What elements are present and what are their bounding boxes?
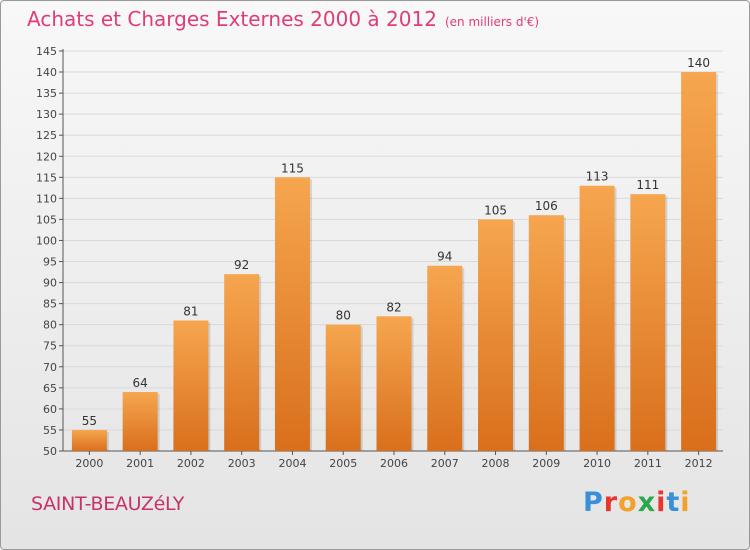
bar [325,324,361,451]
bar [630,194,666,451]
logo-letter: t [666,487,681,518]
x-tick-label: 2004 [278,457,306,470]
bar-value-label: 81 [183,304,198,318]
x-tick-label: 2010 [583,457,611,470]
y-tick-label: 115 [36,171,57,184]
y-tick-label: 90 [43,277,57,290]
x-tick-label: 2012 [685,457,713,470]
logo-letter: i [656,487,667,518]
logo-letter: o [618,487,638,518]
x-tick-label: 2008 [482,457,510,470]
bar [224,274,260,451]
x-tick-label: 2000 [75,457,103,470]
y-tick-label: 100 [36,234,57,247]
y-tick-label: 135 [36,87,57,100]
x-tick-label: 2002 [177,457,205,470]
y-tick-label: 125 [36,129,57,142]
logo-letter: P [583,487,604,518]
y-tick-label: 75 [43,340,57,353]
bar [681,72,717,451]
logo-letter: r [603,487,619,518]
y-tick-label: 105 [36,213,57,226]
logo-letter: x [637,487,657,518]
y-tick-label: 145 [36,45,57,58]
bar-value-label: 113 [586,170,609,184]
bar-value-label: 111 [636,178,659,192]
y-tick-label: 130 [36,108,57,121]
bar-value-label: 80 [336,309,351,323]
chart-title: Achats et Charges Externes 2000 à 2012 (e… [27,7,539,31]
bar-value-label: 82 [386,300,401,314]
y-tick-label: 60 [43,403,57,416]
x-tick-label: 2005 [329,457,357,470]
chart-title-main: Achats et Charges Externes 2000 à 2012 [27,7,437,31]
bar [71,429,107,451]
x-tick-label: 2009 [532,457,560,470]
bar [274,177,310,451]
bar-value-label: 94 [437,250,452,264]
bar [376,316,412,451]
labels: 50 55 60 65 70 75 80 85 90 95 100 105 110 115 120 125 13… [36,45,713,470]
x-tick-label: 2011 [634,457,662,470]
bar [478,219,514,451]
y-tick-label: 70 [43,361,57,374]
y-tick-label: 95 [43,256,57,269]
x-tick-label: 2001 [126,457,154,470]
bar [173,320,209,451]
y-tick-label: 80 [43,319,57,332]
bar-value-label: 115 [281,161,304,175]
x-tick-label: 2007 [431,457,459,470]
y-tick-label: 65 [43,382,57,395]
bar-value-label: 140 [687,56,710,70]
y-tick-label: 120 [36,150,57,163]
proxiti-logo: Proxiti [583,487,691,518]
y-tick-label: 110 [36,192,57,205]
bar [122,392,158,451]
y-tick-label: 55 [43,424,57,437]
y-tick-label: 85 [43,298,57,311]
bar-value-label: 55 [82,414,97,428]
bars [71,72,719,451]
bar [528,215,564,451]
bar [427,265,463,451]
bar [579,185,615,451]
x-tick-label: 2006 [380,457,408,470]
chart-title-unit: (en milliers d'€) [444,15,540,29]
bar-value-label: 92 [234,258,249,272]
y-tick-label: 140 [36,66,57,79]
y-tick-label: 50 [43,445,57,458]
logo-letter: i [680,487,691,518]
town-name: SAINT-BEAUZéLY [31,493,185,515]
x-tick-label: 2003 [228,457,256,470]
bar-value-label: 105 [484,203,507,217]
bar-value-label: 106 [535,199,558,213]
bar-value-label: 64 [133,376,148,390]
